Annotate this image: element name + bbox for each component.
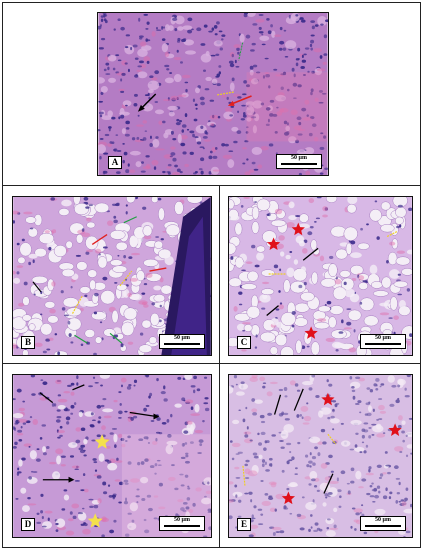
- yellow-arrow-icon: [71, 270, 133, 314]
- panel-e-micrograph: [229, 375, 412, 537]
- yellow-arrow-icon: [242, 433, 337, 486]
- green-arrow-icon: [74, 216, 137, 344]
- panel-b-scale-bar: 50 μm: [159, 334, 205, 349]
- panel-a-scale-label: 50 μm: [291, 155, 307, 161]
- panel-d-scale-line: [164, 525, 200, 527]
- panel-d-scale-label: 50 μm: [174, 517, 190, 523]
- panel-c-scale-bar: 50 μm: [360, 334, 406, 349]
- red-arrow-icon: [227, 95, 252, 106]
- panel-b: B 50 μm: [12, 196, 212, 356]
- cell-border-bottom-right: [219, 363, 421, 548]
- panel-d-scale-bar: 50 μm: [159, 516, 205, 531]
- panel-a-micrograph: [98, 13, 328, 175]
- panel-b-letter: B: [21, 336, 35, 349]
- panel-b-micrograph: [13, 197, 211, 355]
- panel-e: E 50 μm: [228, 374, 413, 538]
- panel-a-scale-bar: 50 μm: [276, 154, 322, 169]
- green-arrow-icon: [238, 42, 244, 61]
- panel-d: D 50 μm: [12, 374, 212, 538]
- red-star-icon: [266, 222, 318, 339]
- panel-b-scale-line: [164, 343, 200, 345]
- panel-e-scale-label: 50 μm: [375, 517, 391, 523]
- black-arrow-icon: [273, 388, 334, 494]
- panel-a: A 50 μm: [97, 12, 329, 176]
- black-arrow-icon: [266, 247, 319, 316]
- panel-c-scale-line: [365, 343, 401, 345]
- panel-c-micrograph: [229, 197, 412, 355]
- panel-c-scale-label: 50 μm: [375, 335, 391, 341]
- black-arrow-icon: [39, 384, 160, 483]
- panel-e-scale-bar: 50 μm: [360, 516, 406, 531]
- yellow-star-icon: [87, 434, 110, 528]
- panel-a-scale-line: [281, 163, 317, 165]
- panel-e-scale-line: [365, 525, 401, 527]
- panel-c: C 50 μm: [228, 196, 413, 356]
- black-arrow-icon: [32, 281, 42, 293]
- red-arrow-icon: [91, 233, 167, 272]
- black-arrow-icon: [137, 93, 157, 112]
- red-star-icon: [281, 392, 402, 505]
- panel-b-scale-label: 50 μm: [174, 335, 190, 341]
- panel-a-letter: A: [108, 156, 122, 169]
- panel-c-letter: C: [237, 336, 251, 349]
- panel-d-micrograph: [13, 375, 211, 537]
- panel-e-letter: E: [237, 518, 251, 531]
- panel-d-letter: D: [21, 518, 35, 531]
